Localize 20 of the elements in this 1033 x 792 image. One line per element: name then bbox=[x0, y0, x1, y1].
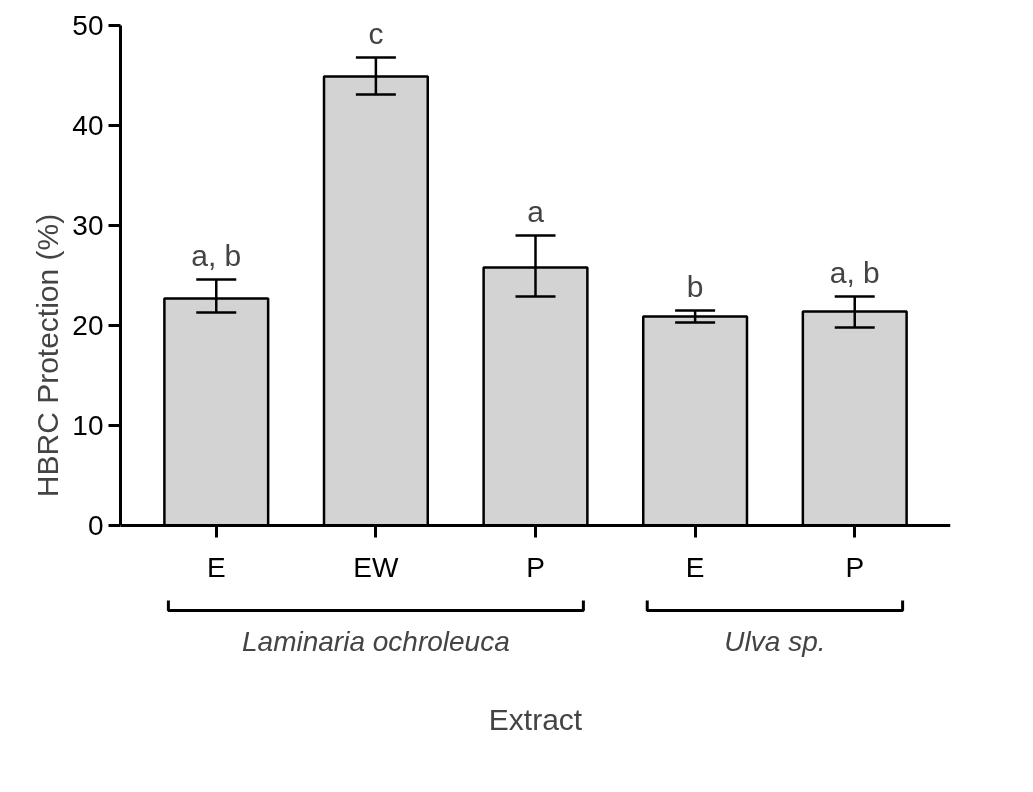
text: Laminaria ochroleuca bbox=[242, 625, 510, 657]
annotation: a, b bbox=[829, 256, 880, 289]
text: Ulva sp. bbox=[724, 625, 826, 657]
y-axis-title: HBRC Protection (%) bbox=[31, 213, 65, 498]
y-tick-label: 30 bbox=[72, 210, 104, 241]
x-tick-label: E bbox=[685, 551, 705, 583]
annotation: a, b bbox=[191, 239, 242, 272]
y-tick-label: 20 bbox=[72, 310, 104, 341]
x-tick-label: EW bbox=[353, 551, 400, 583]
x-tick-label: P bbox=[526, 551, 545, 583]
y-tick-label: 10 bbox=[72, 410, 104, 441]
annotation: b bbox=[686, 270, 704, 303]
annotation: a bbox=[527, 195, 545, 228]
y-tick-label: 40 bbox=[72, 110, 104, 141]
y-tick-label: 50 bbox=[72, 10, 104, 41]
annotation: c bbox=[368, 17, 384, 50]
y-tick-label: 0 bbox=[87, 510, 104, 541]
x-tick-label: P bbox=[845, 551, 865, 583]
x-axis-title: Extract bbox=[488, 702, 583, 736]
x-tick-label: E bbox=[206, 551, 226, 583]
